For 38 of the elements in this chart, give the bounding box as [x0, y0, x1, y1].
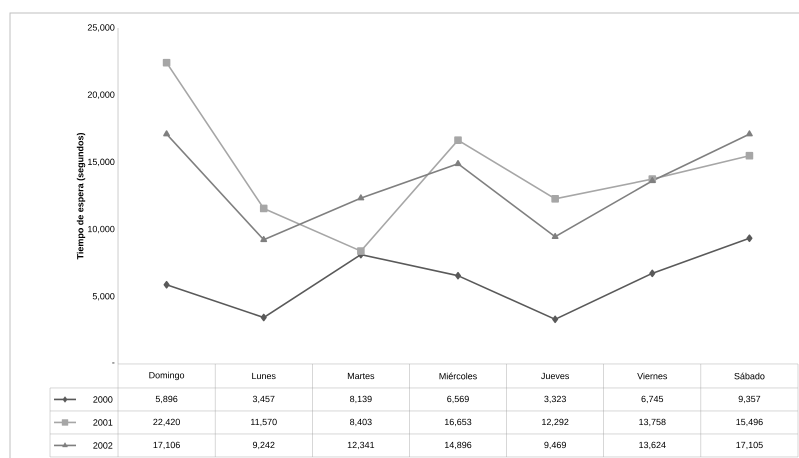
legend-label: 2002	[93, 442, 112, 449]
y-tick-label: 15,000	[88, 158, 114, 166]
data-label: 9,357	[738, 396, 760, 404]
x-tick-label: Domingo	[149, 372, 184, 380]
data-label: 6,745	[642, 396, 664, 404]
data-label: 14,896	[444, 442, 472, 450]
data-label: 9,242	[252, 442, 274, 450]
y-tick-label: -	[112, 362, 114, 364]
data-label: 3,457	[252, 396, 274, 404]
data-label: 22,420	[153, 418, 180, 426]
y-tick-label: 25,000	[88, 24, 114, 32]
data-label: 17,105	[736, 442, 763, 450]
x-tick-label: Jueves	[541, 372, 570, 380]
data-label: 8,139	[350, 396, 372, 404]
x-tick-label: Lunes	[252, 372, 276, 380]
y-tick-label: 10,000	[88, 226, 114, 234]
y-axis-title: Tiempo de espera (segundos)	[76, 132, 86, 260]
data-label: 17,106	[154, 442, 180, 450]
data-label: 5,896	[156, 396, 178, 404]
x-tick-label: Viernes	[637, 372, 668, 380]
data-label: 13,758	[639, 418, 666, 426]
x-tick-label: Martes	[348, 372, 374, 380]
data-label: 15,496	[736, 418, 763, 426]
data-label: 11,570	[251, 418, 277, 426]
data-label: 3,323	[544, 396, 566, 404]
data-label: 13,624	[639, 442, 666, 450]
data-label: 6,569	[447, 396, 469, 404]
y-tick-label: 5,000	[92, 293, 114, 300]
data-label: 12,341	[348, 442, 374, 450]
data-label: 16,653	[444, 418, 472, 426]
legend-label: 2001	[93, 419, 112, 426]
data-label: 9,469	[544, 442, 566, 450]
y-tick-label: 20,000	[88, 91, 114, 99]
x-tick-label: Miércoles	[440, 372, 477, 380]
data-label: 8,403	[350, 418, 372, 426]
legend-label: 2000	[93, 396, 112, 403]
x-tick-label: Sábado	[734, 372, 765, 380]
data-label: 12,292	[542, 418, 568, 426]
